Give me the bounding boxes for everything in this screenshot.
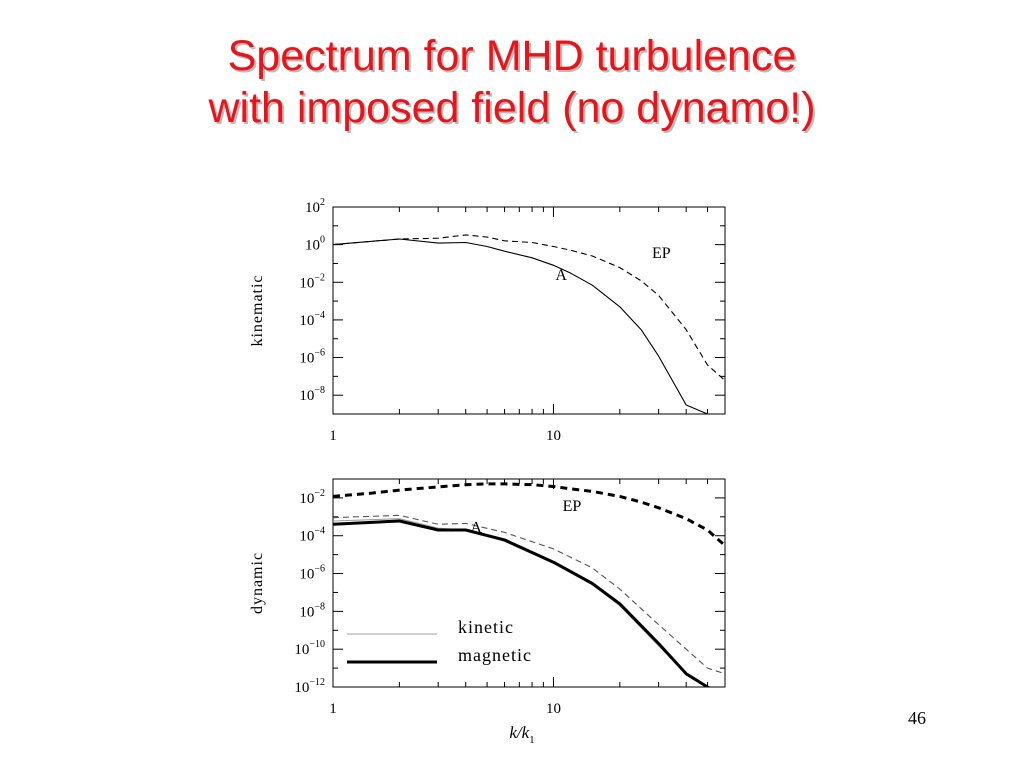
tick-label-exponent: −8 xyxy=(314,385,325,396)
top-series-group xyxy=(333,234,725,414)
bottom-x-axis-label: k/k1 xyxy=(509,723,534,746)
top-y-tick-label: 100 xyxy=(305,235,325,254)
tick-label-base: 10 xyxy=(299,491,314,507)
tick-label-exponent: 2 xyxy=(320,197,325,208)
tick-label-exponent: −4 xyxy=(314,310,325,321)
slide-title-line-2: with imposed field (no dynamo!) xyxy=(208,84,816,132)
bottom-y-tick-label: 10−10 xyxy=(294,639,325,658)
tick-label-exponent: −10 xyxy=(309,639,325,650)
top-y-tick-label: 10−6 xyxy=(299,348,325,367)
bottom-panel: 1 1010−210−410−610−810−1010−12dynamick/k1… xyxy=(249,478,726,746)
bottom-y-tick-label: 10−2 xyxy=(299,488,325,507)
tick-label-base: 10 xyxy=(305,200,320,216)
tick-label-base: 10 xyxy=(299,604,314,620)
tick-label-exponent: −12 xyxy=(309,677,325,688)
top-y-tick-label: 10−4 xyxy=(299,310,325,329)
top-series-line-solid-1 xyxy=(333,238,714,414)
legend-label-magnetic: magnetic xyxy=(458,645,532,665)
page-number: 46 xyxy=(908,708,926,728)
top-plot-frame xyxy=(332,206,726,415)
bottom-y-axis-label: dynamic xyxy=(249,552,266,614)
tick-label-base: 10 xyxy=(294,642,309,658)
tick-label-base: 10 xyxy=(299,313,314,329)
bottom-y-tick-label: 10−4 xyxy=(299,526,325,545)
tick-label-exponent: −8 xyxy=(314,601,325,612)
x-label-k: k/k xyxy=(509,723,529,742)
tick-label-base: 10 xyxy=(294,680,309,696)
bottom-y-tick-label: 10−6 xyxy=(299,564,325,583)
top-annotation-a: A xyxy=(555,267,567,284)
bottom-x-tick-label: 10 xyxy=(546,701,561,717)
top-x-tick-label: 10 xyxy=(546,428,561,444)
tick-label-base: 10 xyxy=(299,351,314,367)
tick-label-exponent: −2 xyxy=(314,272,325,283)
tick-label-base: 10 xyxy=(305,238,320,254)
tick-label-base: 10 xyxy=(299,529,314,545)
bottom-y-tick-label: 10−12 xyxy=(294,677,325,696)
tick-label-base: 10 xyxy=(299,567,314,583)
bottom-annotation-a: A xyxy=(470,519,482,536)
top-y-axis-label: kinematic xyxy=(249,274,266,346)
legend-label-kinetic: kinetic xyxy=(458,617,514,637)
tick-label-base: 10 xyxy=(299,275,314,291)
top-y-tick-label: 10−8 xyxy=(299,385,325,404)
top-y-tick-label: 102 xyxy=(305,197,325,216)
top-annotation-ep: EP xyxy=(652,245,671,262)
top-x-tick-label: 1 xyxy=(329,428,337,444)
bottom-series-line-solid-3 xyxy=(333,519,711,687)
tick-label-exponent: 0 xyxy=(320,235,325,246)
top-series-line-dashed-0 xyxy=(333,234,725,381)
tick-label-exponent: −6 xyxy=(314,348,325,359)
bottom-annotation-ep: EP xyxy=(563,498,582,515)
tick-label-exponent: −6 xyxy=(314,564,325,575)
bottom-series-line-dashed-0 xyxy=(333,482,725,547)
bottom-plot-frame xyxy=(332,478,726,688)
x-label-subscript: 1 xyxy=(529,734,535,746)
tick-label-exponent: −4 xyxy=(314,526,325,537)
slide-title-line-1: Spectrum for MHD turbulence xyxy=(227,32,797,80)
top-y-tick-label: 10−2 xyxy=(299,272,325,291)
tick-label-exponent: −2 xyxy=(314,488,325,499)
tick-label-base: 10 xyxy=(299,388,314,404)
slide-title: Spectrum for MHD turbulence with imposed… xyxy=(0,30,1024,134)
bottom-y-tick-label: 10−8 xyxy=(299,601,325,620)
bottom-series-group xyxy=(333,482,725,687)
bottom-x-tick-label: 1 xyxy=(329,701,337,717)
bottom-series-line-solid-2 xyxy=(333,518,709,687)
